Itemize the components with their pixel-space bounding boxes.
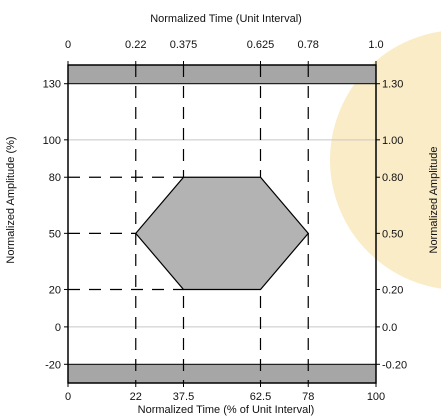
exclusion-band-0 — [67, 64, 377, 85]
x-bottom-tick-label: 78 — [302, 391, 314, 403]
x-bottom-tick-label: 22 — [130, 391, 142, 403]
plot-frame — [67, 64, 377, 384]
y-left-tick-label: 130 — [43, 79, 61, 91]
x-top-tick-label: 0.78 — [298, 39, 319, 51]
y-left-tick-label: 0 — [55, 322, 61, 334]
x-top-axis-title: Normalized Time (Unit Interval) — [150, 13, 302, 25]
y-right-axis-title: Normalized Amplitude — [428, 147, 440, 254]
x-top-tick-label: 0.375 — [170, 39, 198, 51]
x-bottom-tick-label: 62.5 — [250, 391, 271, 403]
y-right-tick-label: 1.00 — [382, 135, 403, 147]
y-right-tick-label: 0.0 — [382, 322, 397, 334]
y-right-tick-label: 0.20 — [382, 284, 403, 296]
x-bottom-tick-label: 37.5 — [173, 391, 194, 403]
y-left-tick-label: 20 — [49, 284, 61, 296]
x-bottom-tick-label: 100 — [367, 391, 385, 403]
x-top-tick-label: 1.0 — [368, 39, 383, 51]
x-bottom-tick-label: 0 — [65, 391, 71, 403]
y-left-tick-label: 50 — [49, 228, 61, 240]
x-top-tick-label: 0.22 — [125, 39, 146, 51]
y-left-tick-label: 100 — [43, 135, 61, 147]
y-left-axis-title: Normalized Amplitude (%) — [5, 136, 17, 263]
exclusion-band-1 — [67, 363, 377, 384]
x-bottom-axis-title: Normalized Time (% of Unit Interval) — [138, 404, 315, 416]
mask-hexagon — [134, 176, 310, 291]
x-top-tick-label: 0 — [65, 39, 71, 51]
y-left-tick-label: 80 — [49, 172, 61, 184]
y-right-tick-label: 1.30 — [382, 79, 403, 91]
plot-area — [67, 64, 377, 384]
x-top-tick-label: 0.625 — [247, 39, 275, 51]
tick-labels: 0 22 37.5 62.5 78 100 0 0.22 0.375 0.625 0.78 1.0 13… — [43, 39, 407, 403]
y-right-tick-label: 0.50 — [382, 228, 403, 240]
y-right-tick-label: -0.20 — [382, 359, 407, 371]
y-right-tick-label: 0.80 — [382, 172, 403, 184]
y-left-tick-label: -20 — [45, 359, 61, 371]
watermark-shape — [330, 31, 441, 289]
